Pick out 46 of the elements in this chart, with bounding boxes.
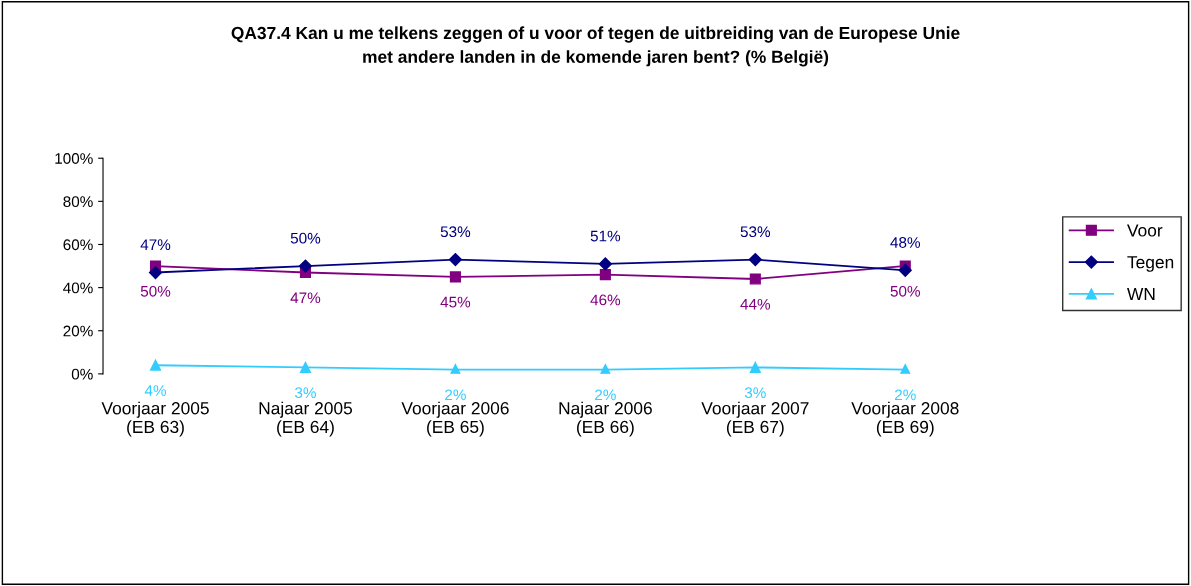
data-label: 53%	[440, 226, 471, 238]
legend-label: Tegen	[1127, 256, 1174, 272]
point	[148, 265, 163, 280]
x-tick-label: Voorjaar 2008 (EB 69)	[851, 401, 959, 437]
data-label: 45%	[440, 296, 471, 308]
point	[298, 259, 313, 273]
data-label: 2%	[595, 389, 616, 401]
x-tick-label: Voorjaar 2005 (EB 63)	[101, 401, 209, 437]
point	[748, 252, 762, 267]
legend-label: WN	[1127, 288, 1155, 300]
data-label: 4%	[144, 385, 166, 396]
data-label: 2%	[894, 389, 916, 401]
point	[299, 361, 312, 373]
point	[749, 273, 761, 285]
data-label: 47%	[140, 239, 171, 250]
data-label: 50%	[290, 232, 321, 244]
y-tick-label: 60%	[63, 239, 93, 251]
point	[449, 271, 461, 283]
point	[149, 359, 162, 371]
data-label: 50%	[890, 285, 921, 297]
point	[898, 263, 912, 277]
point	[749, 361, 761, 373]
data-label: 48%	[890, 237, 921, 248]
x-tick-label: Voorjaar 2007 (EB 67)	[701, 401, 809, 437]
data-label: 50%	[140, 285, 171, 297]
y-tick-label: 80%	[63, 196, 93, 208]
data-label: 44%	[740, 298, 771, 310]
data-label: 3%	[744, 387, 766, 399]
data-label: 2%	[445, 389, 466, 401]
x-tick-label: Najaar 2005 (EB 64)	[259, 401, 353, 437]
y-tick-label: 100%	[55, 153, 93, 164]
point	[598, 257, 612, 271]
point	[599, 269, 611, 281]
chart-title: QA37.4 Kan u me telkens zeggen of u voor of tegen de uitbreiding van de Europese Unie met andere landen in de komende jaren bent? (% België)	[231, 26, 960, 67]
x-tick-label: Najaar 2006 (EB 66)	[559, 401, 652, 437]
y-tick-label: 40%	[63, 282, 93, 294]
data-label: 46%	[590, 294, 621, 306]
data-label: 3%	[295, 387, 316, 399]
y-tick-label: 20%	[63, 325, 93, 337]
x-tick-label: Voorjaar 2006 (EB 65)	[401, 401, 509, 437]
point	[448, 252, 462, 267]
legend-label: Voor	[1127, 224, 1163, 237]
data-label: 47%	[290, 292, 321, 304]
data-label: 53%	[740, 226, 771, 238]
y-tick-label: 0%	[71, 368, 93, 380]
data-label: 51%	[590, 230, 621, 242]
